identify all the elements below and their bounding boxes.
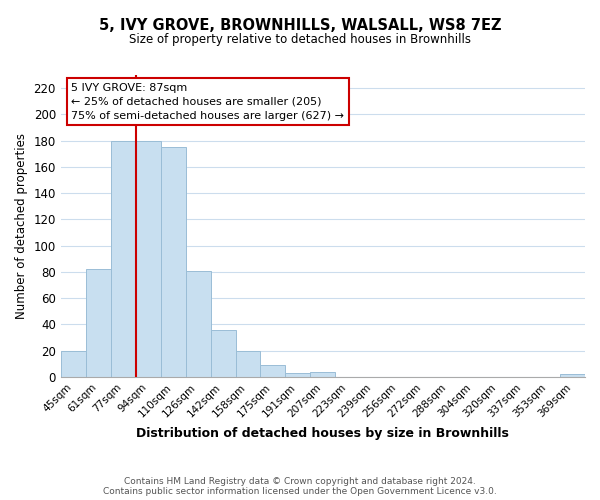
Bar: [86, 270, 111, 377]
Bar: [111, 140, 136, 377]
Bar: [260, 365, 286, 377]
Bar: [211, 330, 236, 377]
Bar: [161, 147, 185, 377]
Text: 5 IVY GROVE: 87sqm
← 25% of detached houses are smaller (205)
75% of semi-detach: 5 IVY GROVE: 87sqm ← 25% of detached hou…: [71, 82, 344, 120]
Text: Size of property relative to detached houses in Brownhills: Size of property relative to detached ho…: [129, 32, 471, 46]
Bar: [560, 374, 585, 377]
Bar: [286, 373, 310, 377]
Y-axis label: Number of detached properties: Number of detached properties: [15, 133, 28, 319]
Bar: [61, 350, 86, 377]
Text: 5, IVY GROVE, BROWNHILLS, WALSALL, WS8 7EZ: 5, IVY GROVE, BROWNHILLS, WALSALL, WS8 7…: [99, 18, 501, 32]
Bar: [185, 270, 211, 377]
Bar: [310, 372, 335, 377]
Bar: [136, 140, 161, 377]
Text: Contains public sector information licensed under the Open Government Licence v3: Contains public sector information licen…: [103, 488, 497, 496]
Bar: [236, 350, 260, 377]
Text: Contains HM Land Registry data © Crown copyright and database right 2024.: Contains HM Land Registry data © Crown c…: [124, 478, 476, 486]
X-axis label: Distribution of detached houses by size in Brownhills: Distribution of detached houses by size …: [136, 427, 509, 440]
